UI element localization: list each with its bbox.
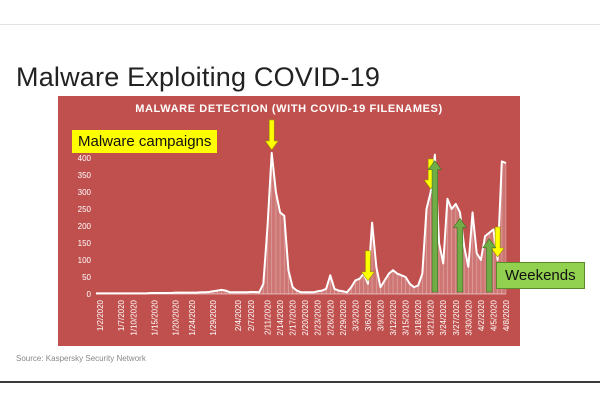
weekend-arrow [482, 238, 497, 293]
x-tick-label: 3/15/2020 [402, 299, 411, 335]
campaign-arrow [360, 250, 376, 282]
x-tick-label: 1/24/2020 [188, 299, 197, 335]
x-tick-label: 3/21/2020 [427, 299, 436, 335]
x-tick-label: 3/30/2020 [464, 299, 473, 335]
x-tick-label: 3/24/2020 [439, 299, 448, 335]
y-tick-label: 0 [87, 290, 92, 299]
x-tick-label: 2/17/2020 [289, 299, 298, 335]
x-tick-label: 1/7/2020 [117, 299, 126, 331]
y-tick-label: 100 [78, 256, 92, 265]
y-tick-label: 200 [78, 222, 92, 231]
x-tick-label: 3/18/2020 [414, 299, 423, 335]
y-tick-label: 400 [78, 154, 92, 163]
x-tick-label: 3/6/2020 [364, 299, 373, 331]
x-tick-label: 3/3/2020 [351, 299, 360, 331]
slide-title: Malware Exploiting COVID-19 [16, 62, 381, 92]
top-divider [0, 24, 600, 25]
x-tick-label: 3/12/2020 [389, 299, 398, 335]
malware-campaigns-callout: Malware campaigns [72, 130, 218, 153]
x-tick-label: 1/15/2020 [151, 299, 160, 335]
campaign-arrow [264, 119, 279, 151]
source-note: Source: Kaspersky Security Network [16, 354, 146, 363]
weekends-callout: Weekends [496, 262, 585, 289]
x-tick-label: 3/27/2020 [452, 299, 461, 335]
chart-title: MALWARE DETECTION (WITH COVID-19 FILENAM… [135, 103, 443, 115]
x-tick-label: 1/20/2020 [171, 299, 180, 335]
x-tick-label: 4/2/2020 [477, 299, 486, 331]
x-tick-label: 4/8/2020 [502, 299, 511, 331]
detections-area [96, 152, 506, 294]
y-tick-label: 300 [78, 188, 92, 197]
y-tick-label: 50 [82, 273, 91, 282]
x-tick-label: 2/23/2020 [314, 299, 323, 335]
bottom-divider [0, 381, 600, 383]
x-tick-label: 2/20/2020 [301, 299, 310, 335]
x-tick-label: 2/11/2020 [264, 299, 273, 335]
x-tick-label: 4/5/2020 [489, 299, 498, 331]
x-tick-label: 1/2/2020 [96, 299, 105, 331]
y-tick-label: 350 [78, 171, 92, 180]
x-tick-label: 2/7/2020 [247, 299, 256, 331]
malware-detection-chart: MALWARE DETECTION (WITH COVID-19 FILENAM… [78, 103, 511, 336]
x-tick-label: 2/4/2020 [234, 299, 243, 331]
weekend-arrow [452, 217, 468, 293]
x-tick-label: 1/29/2020 [209, 299, 218, 335]
y-tick-label: 250 [78, 205, 92, 214]
y-tick-label: 150 [78, 239, 92, 248]
x-tick-label: 1/10/2020 [130, 299, 139, 335]
x-tick-label: 3/9/2020 [376, 299, 385, 331]
x-tick-label: 2/29/2020 [339, 299, 348, 335]
x-tick-label: 2/14/2020 [276, 299, 285, 335]
x-tick-label: 2/26/2020 [326, 299, 335, 335]
weekend-arrow [427, 160, 442, 293]
